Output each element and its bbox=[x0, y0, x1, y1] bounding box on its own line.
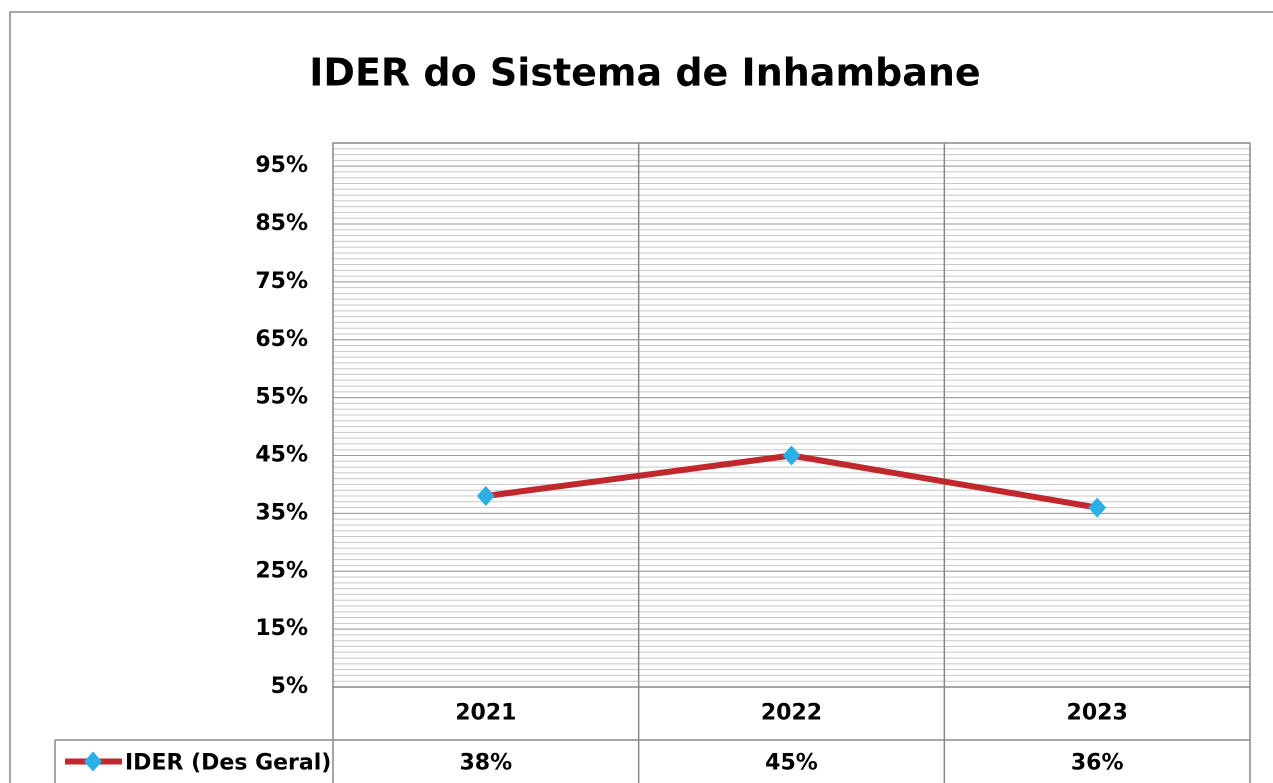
legend-label: IDER (Des Geral) bbox=[125, 751, 331, 776]
data-label: 38% bbox=[459, 751, 512, 776]
data-label: 36% bbox=[1071, 751, 1124, 776]
y-tick-label: 45% bbox=[255, 443, 308, 468]
y-tick-label: 35% bbox=[255, 500, 308, 525]
chart-title: IDER do Sistema de Inhambane bbox=[309, 51, 980, 95]
x-tick-label: 2022 bbox=[761, 701, 822, 726]
x-tick-label: 2023 bbox=[1067, 701, 1128, 726]
y-tick-label: 95% bbox=[255, 153, 308, 178]
y-tick-label: 65% bbox=[255, 327, 308, 352]
y-tick-label: 75% bbox=[255, 269, 308, 294]
y-tick-label: 25% bbox=[255, 558, 308, 583]
x-tick-label: 2021 bbox=[455, 701, 516, 726]
data-marker bbox=[782, 445, 801, 466]
y-tick-label: 5% bbox=[271, 674, 308, 699]
plot-area bbox=[332, 142, 1251, 688]
data-marker bbox=[1088, 497, 1107, 518]
legend-marker bbox=[84, 751, 102, 772]
y-tick-label: 55% bbox=[255, 385, 308, 410]
y-tick-label: 85% bbox=[255, 211, 308, 236]
y-tick-label: 15% bbox=[255, 616, 308, 641]
data-label: 45% bbox=[765, 751, 818, 776]
data-marker bbox=[476, 486, 495, 507]
